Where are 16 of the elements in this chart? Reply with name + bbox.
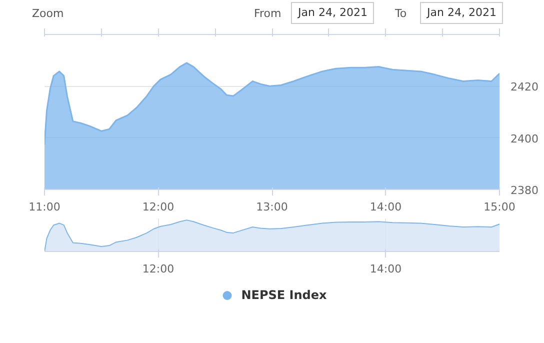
text: To: [395, 6, 407, 22]
text: From: [254, 6, 282, 22]
x-tick-label: 13:00: [256, 200, 288, 214]
x-tick-label: 12:00: [142, 262, 174, 276]
y-tick-label: 2420: [510, 80, 538, 94]
x-tick-label: 11:00: [28, 200, 60, 214]
legend-label: NEPSE Index: [241, 288, 327, 302]
x-tick-label: 14:00: [370, 200, 402, 214]
x-tick-label: 15:00: [484, 200, 516, 214]
text: Jan 24, 2021: [420, 2, 504, 24]
x-tick-label: 14:00: [370, 262, 402, 276]
x-tick-label: 12:00: [142, 200, 174, 214]
y-tick-label: 2400: [510, 132, 538, 146]
text: Zoom: [32, 6, 64, 22]
y-tick-label: 2380: [510, 184, 538, 197]
text: Jan 24, 2021: [291, 2, 374, 24]
